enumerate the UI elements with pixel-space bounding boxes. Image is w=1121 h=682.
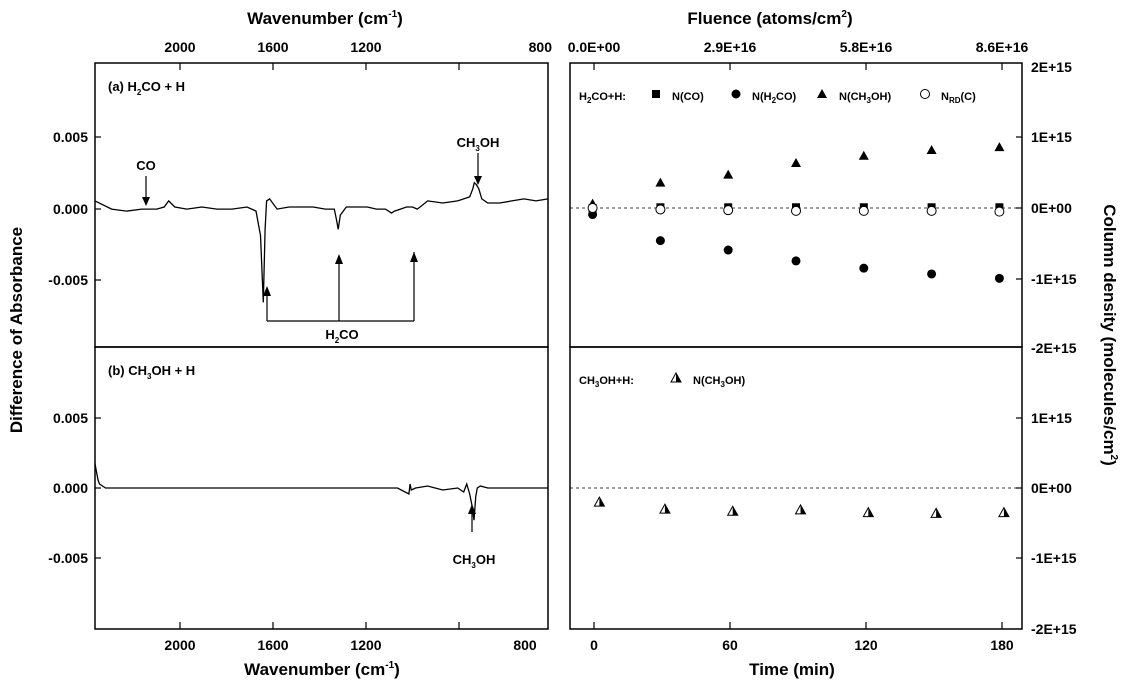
cd-tick-b-0: 0E+00 — [1031, 480, 1072, 496]
panel-c-n-h2co-point-5 — [927, 269, 937, 279]
cd-tick-a-0: 0E+00 — [1031, 200, 1072, 216]
time-tick-180: 180 — [990, 637, 1014, 653]
panel-a-label: (a) H2CO + H — [108, 79, 185, 97]
panel-c-n-ch3oh-point-2 — [723, 169, 734, 179]
right-axis-title: Column density (molecules/cm2) — [1100, 204, 1119, 466]
h2co-arrowhead-1 — [263, 286, 271, 296]
top-axis-title-left: Wavenumber (cm-1) — [247, 9, 403, 28]
fluence-tick-0: 0.0E+00 — [568, 39, 621, 55]
y-tick-b-0.000: 0.000 — [53, 480, 88, 496]
legend-open-circle-marker — [920, 89, 930, 99]
h2co-bracket — [266, 252, 415, 322]
panel-c-n-ch3oh-point-3 — [791, 158, 801, 168]
time-tick-60: 60 — [722, 637, 738, 653]
top-x-tick-2000: 2000 — [164, 39, 195, 55]
cd-tick-a-1e15: 1E+15 — [1031, 129, 1072, 145]
legend-triangle-marker — [817, 89, 827, 98]
fluence-tick-2: 5.8E+16 — [840, 39, 893, 55]
bottom-x-tick-1600: 1600 — [257, 637, 288, 653]
panel-d-n-ch3oh-point-1 — [659, 503, 671, 514]
cd-tick-a-neg1e15: -1E+15 — [1031, 271, 1077, 287]
legend-n-h2co: N(H2CO) — [752, 91, 797, 105]
panel-c-n-ch3oh-point-1 — [655, 177, 666, 187]
top-axis-title-right: Fluence (atoms/cm2) — [687, 9, 852, 28]
annot-h2co: H2CO — [325, 327, 358, 345]
bottom-x-tick-1200: 1200 — [350, 637, 381, 653]
panel-c-n-ch3oh-point-4 — [858, 150, 869, 160]
cd-tick-b-neg1e15: -1E+15 — [1031, 550, 1077, 566]
cd-tick-b-neg2e15: -2E+15 — [1031, 621, 1077, 637]
bottom-x-tick-800: 800 — [513, 637, 537, 653]
annot-ch3oh-b-arrowhead — [468, 504, 476, 514]
y-tick-b-0.005: 0.005 — [53, 410, 88, 426]
legend-half-triangle-fill — [676, 373, 681, 382]
cd-tick-a-2e15: 2E+15 — [1031, 59, 1072, 75]
legend-n-co: N(CO) — [672, 91, 704, 103]
annot-ch3oh-a-arrowhead — [474, 176, 482, 185]
annot-co-arrowhead — [142, 197, 150, 206]
cd-tick-b-1e15: 1E+15 — [1031, 410, 1072, 426]
panel-c-n-h2co-point-6 — [994, 273, 1004, 283]
y-tick-b-neg0.005: -0.005 — [48, 550, 88, 566]
spectrum-b-line — [94, 463, 548, 521]
panel-c-nrd-c-point-0 — [587, 203, 598, 213]
y-tick-a-0.000: 0.000 — [53, 201, 88, 217]
bottom-x-tick-2000: 2000 — [164, 637, 195, 653]
legend-d-n-ch3oh: N(CH3OH) — [693, 375, 745, 389]
panel-d-n-ch3oh-point-2 — [726, 505, 739, 516]
panel-c-nrd-c-point-5 — [926, 205, 937, 216]
panel-c-n-h2co-point-3 — [791, 256, 801, 266]
legend-d: CH3OH+H: N(CH3OH) — [579, 371, 745, 389]
panel-c-nrd-c-point-3 — [791, 205, 801, 216]
cd-tick-a-neg2e15: -2E+15 — [1031, 340, 1077, 356]
panel-c-n-h2co-point-1 — [655, 236, 665, 246]
scatter-c-markers — [587, 142, 1005, 283]
h2co-arrowhead-3 — [410, 252, 418, 262]
panel-d-n-ch3oh-point-3 — [794, 503, 807, 515]
time-tick-120: 120 — [854, 637, 878, 653]
spectrum-a-line — [94, 181, 549, 303]
legend-square-marker — [652, 90, 660, 98]
left-axis-title: Difference of Absorbance — [7, 227, 26, 433]
panel-d-n-ch3oh-point-4 — [862, 506, 875, 518]
spectrum-ticks — [95, 63, 460, 629]
legend-circle-marker — [731, 89, 741, 99]
top-x-tick-1200: 1200 — [350, 39, 381, 55]
panel-c-n-ch3oh-point-5 — [926, 145, 937, 154]
top-x-tick-1600: 1600 — [257, 39, 288, 55]
bottom-axis-title-right: Time (min) — [749, 660, 835, 679]
panel-c-n-h2co-point-4 — [859, 263, 869, 273]
panel-c-nrd-c-point-2 — [723, 205, 734, 216]
y-tick-a-neg0.005: -0.005 — [48, 272, 88, 288]
panel-c-nrd-c-point-6 — [994, 206, 1005, 217]
panel-d-n-ch3oh-point-6 — [998, 506, 1010, 518]
panel-d-n-ch3oh-point-0 — [593, 496, 606, 507]
column-density-ticks — [593, 63, 1022, 629]
annot-ch3oh-a: CH3OH — [457, 135, 500, 153]
bottom-axis-title-left: Wavenumber (cm-1) — [244, 660, 400, 679]
panel-d-n-ch3oh-point-5 — [930, 507, 942, 518]
panel-b-label: (b) CH3OH + H — [108, 363, 195, 381]
annot-ch3oh-b: CH3OH — [453, 552, 496, 570]
scatter-d-markers — [593, 496, 1010, 518]
annot-co: CO — [136, 158, 156, 173]
fluence-tick-1: 2.9E+16 — [704, 39, 757, 55]
y-tick-a-0.005: 0.005 — [53, 129, 88, 145]
top-x-tick-800: 800 — [529, 39, 553, 55]
legend-d-title: CH3OH+H: — [579, 375, 634, 389]
legend-n-ch3oh: N(CH3OH) — [839, 91, 891, 105]
h2co-arrowhead-2 — [335, 254, 343, 264]
panel-c-n-h2co-point-2 — [723, 245, 733, 255]
panel-c-n-ch3oh-point-6 — [994, 142, 1005, 152]
panel-c-nrd-c-point-4 — [858, 205, 869, 216]
time-tick-0: 0 — [590, 637, 598, 653]
legend-c-title: H2CO+H: — [579, 91, 626, 105]
panel-c-nrd-c-point-1 — [655, 204, 666, 215]
fluence-tick-3: 8.6E+16 — [976, 39, 1029, 55]
